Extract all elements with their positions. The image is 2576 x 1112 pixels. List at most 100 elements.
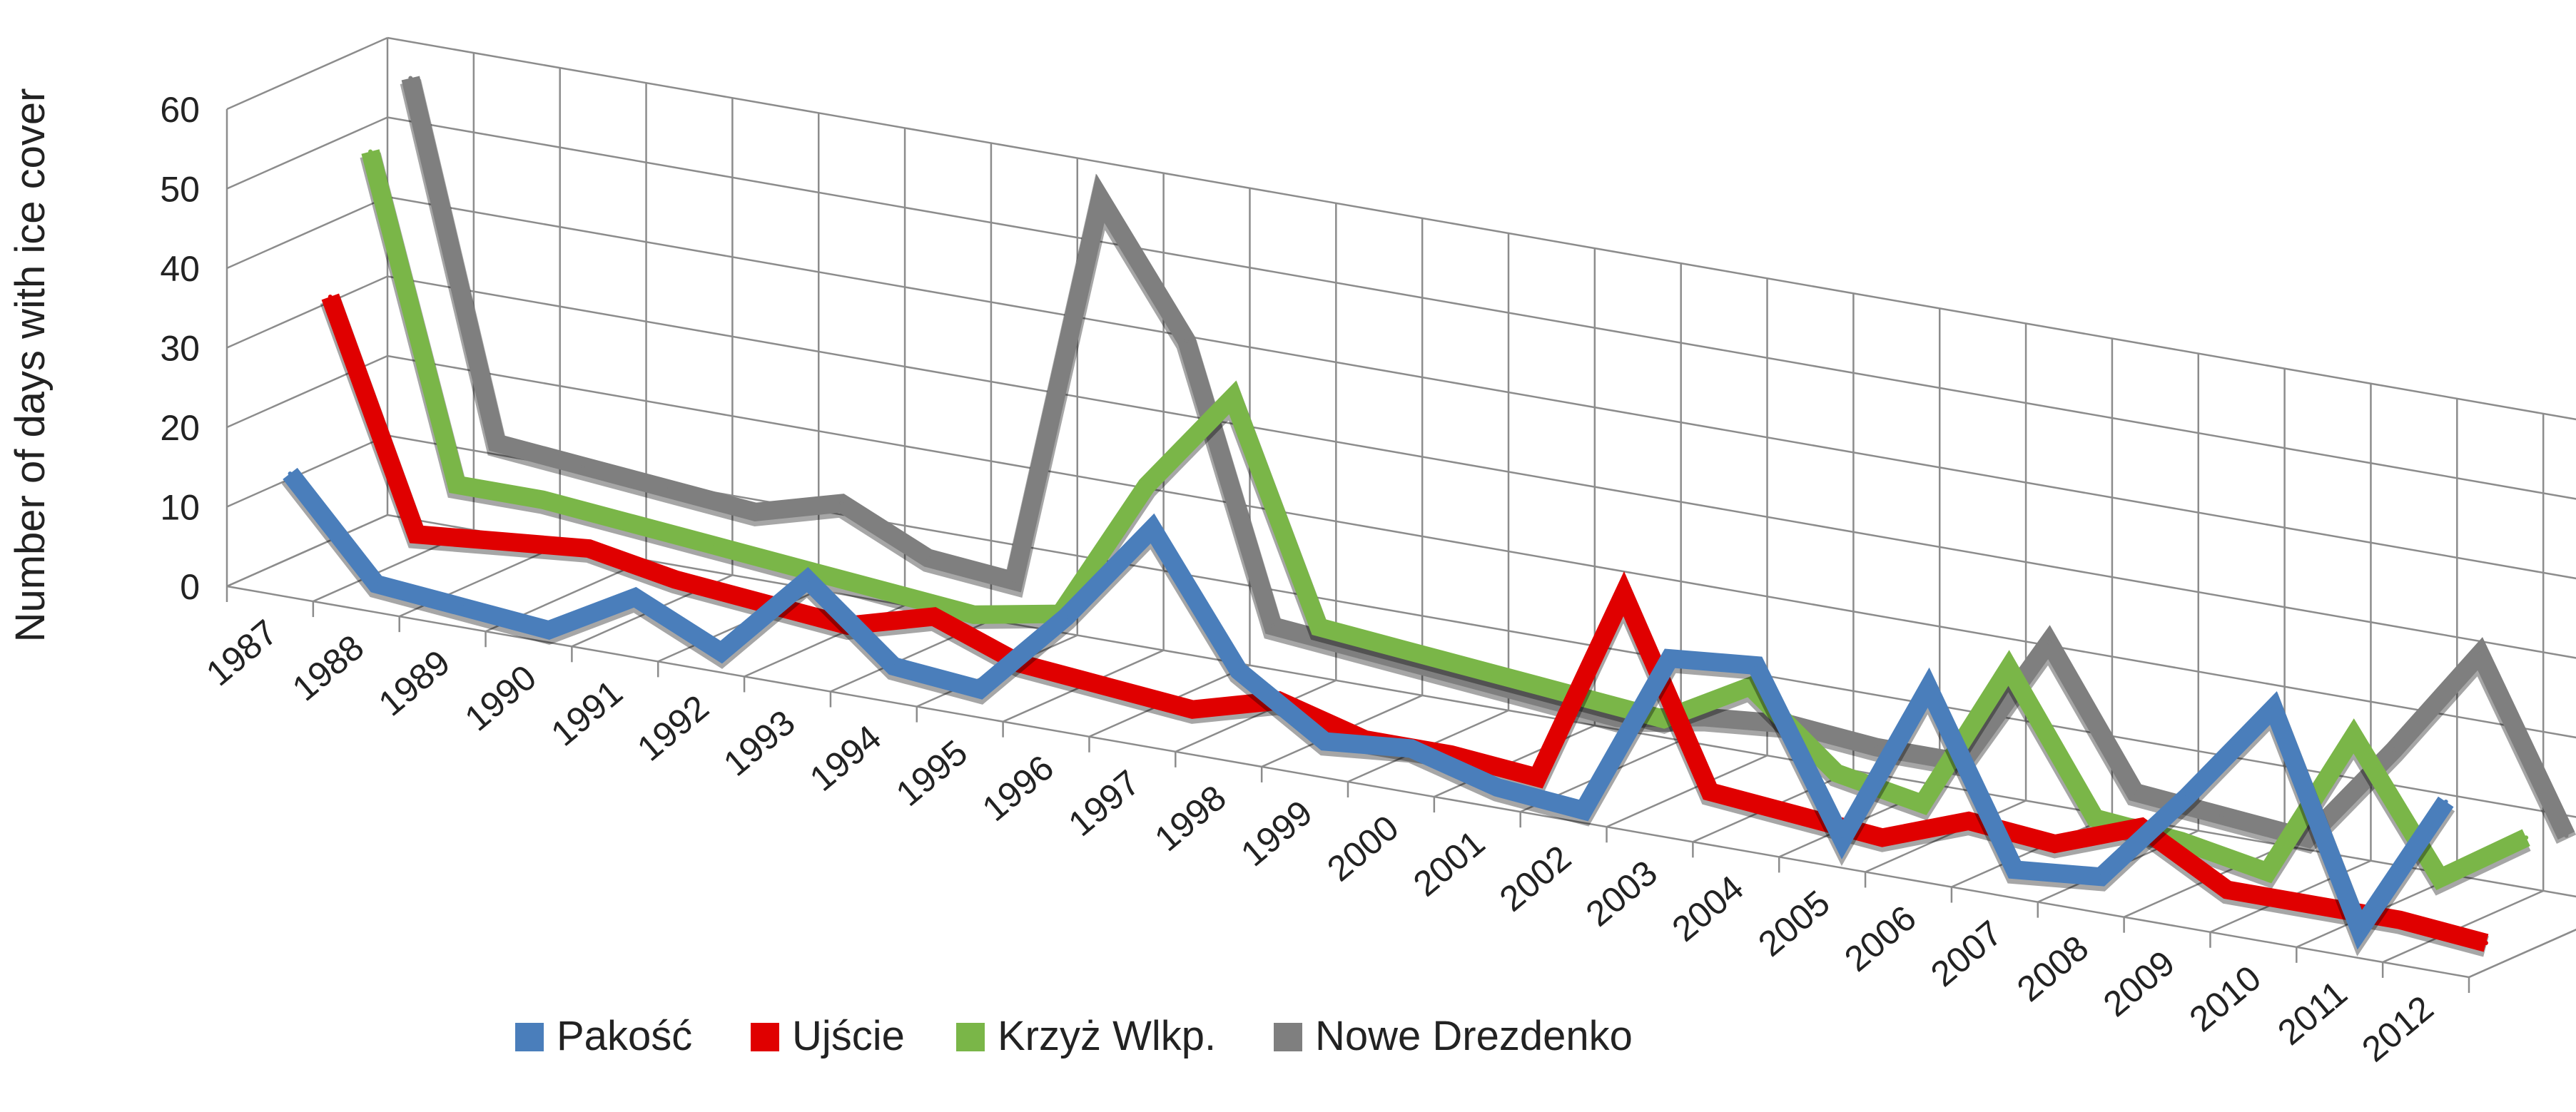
- data-point: [1753, 663, 1758, 668]
- grid-layer: [225, 36, 2576, 993]
- data-point: [1920, 802, 1925, 807]
- legend-swatch: [1274, 1023, 1302, 1051]
- y-axis-label: Number of days with ice cover: [7, 88, 54, 643]
- data-point: [1489, 670, 1494, 675]
- floor-gridline: [1865, 800, 2027, 873]
- x-tick-label: 2007: [1923, 913, 2009, 994]
- series-line: [401, 76, 2575, 849]
- data-point: [1104, 684, 1109, 689]
- data-point: [891, 664, 896, 669]
- y-tick-label: 60: [160, 90, 200, 130]
- y-tick-label: 20: [160, 408, 200, 448]
- data-point: [1317, 625, 1322, 630]
- floor-gridline: [1951, 815, 2113, 888]
- data-point: [1449, 752, 1454, 757]
- data-point: [1144, 483, 1149, 488]
- data-point: [1012, 578, 1017, 583]
- data-point: [2265, 869, 2270, 874]
- y-tick-label: 50: [160, 170, 200, 210]
- back-wall-gridline-h: [387, 275, 2576, 659]
- x-tick-label: 2000: [1319, 807, 1406, 889]
- x-tick-label: 2008: [2009, 928, 2096, 1009]
- data-point: [673, 577, 678, 582]
- x-tick-label: 1987: [198, 612, 285, 693]
- data-point: [1880, 835, 1885, 840]
- data-point: [2391, 748, 2396, 753]
- x-tick-label: 1989: [371, 642, 457, 723]
- data-point: [408, 76, 413, 81]
- x-tick-label: 2006: [1837, 898, 1923, 979]
- data-point: [1443, 670, 1448, 675]
- data-point: [805, 577, 810, 582]
- floor-gridline: [1606, 755, 1768, 828]
- data-point: [2271, 705, 2276, 710]
- data-point: [1701, 715, 1706, 720]
- data-point: [2398, 917, 2403, 922]
- legend-swatch: [751, 1023, 779, 1051]
- data-point: [2047, 640, 2052, 645]
- legend-swatch: [956, 1023, 985, 1051]
- series-line: [283, 467, 2454, 950]
- data-point: [1661, 717, 1666, 722]
- data-point: [2099, 874, 2104, 879]
- data-point: [495, 441, 500, 446]
- data-point: [1840, 837, 1845, 842]
- data-point: [1529, 693, 1534, 698]
- data-point: [2478, 651, 2483, 656]
- data-point: [1322, 739, 1327, 744]
- y-tick-label: 40: [160, 249, 200, 289]
- data-point: [1236, 668, 1241, 673]
- data-point: [713, 544, 718, 549]
- data-point: [460, 605, 465, 610]
- data-point: [2524, 835, 2529, 840]
- data-point: [1581, 808, 1586, 813]
- data-point: [931, 614, 936, 619]
- data-point: [374, 581, 379, 586]
- legend: Pakość Ujście Krzyż Wlkp. Nowe Drezdenko: [515, 1013, 1633, 1059]
- data-point: [759, 600, 764, 605]
- side-wall-gridline: [226, 434, 388, 508]
- x-tick-label: 1999: [1233, 792, 1319, 874]
- data-point: [368, 149, 373, 154]
- x-tick-label: 2010: [2182, 958, 2268, 1039]
- data-point: [2012, 867, 2017, 872]
- data-point: [1150, 526, 1155, 531]
- x-tick-label: 1997: [1061, 762, 1147, 844]
- data-point: [1748, 684, 1753, 689]
- data-point: [839, 501, 844, 506]
- data-point: [1184, 338, 1189, 343]
- side-wall-gridline: [226, 275, 388, 349]
- data-point: [1926, 685, 1931, 690]
- data-point: [1794, 812, 1799, 817]
- legend-swatch: [515, 1023, 544, 1051]
- data-point: [971, 612, 976, 617]
- floor-gridline: [2382, 889, 2544, 964]
- legend-label: Nowe Drezdenko: [1315, 1013, 1633, 1059]
- x-tick-label: 1988: [285, 627, 371, 708]
- data-point: [1621, 591, 1626, 596]
- legend-label: Krzyż Wlkp.: [998, 1013, 1216, 1059]
- floor-gridline: [1434, 724, 1596, 798]
- data-point: [2305, 836, 2310, 841]
- data-point: [1403, 648, 1408, 653]
- data-point: [454, 482, 459, 487]
- x-tick-label: 1990: [457, 657, 544, 738]
- data-point: [1535, 775, 1540, 780]
- x-tick-label: 2012: [2354, 988, 2440, 1069]
- x-tick-label: 1993: [716, 703, 802, 784]
- data-point: [2311, 902, 2316, 907]
- data-point: [1874, 745, 1879, 750]
- data-point: [978, 687, 983, 692]
- x-tick-label: 2011: [2270, 973, 2354, 1053]
- data-point: [2351, 733, 2356, 738]
- x-tick-label: 1991: [544, 672, 630, 753]
- data-point: [328, 294, 333, 299]
- data-point: [2179, 839, 2184, 844]
- legend-label: Pakość: [557, 1013, 692, 1059]
- back-wall-gridline-h: [387, 116, 2576, 500]
- data-point: [2438, 876, 2443, 881]
- x-tick-label: 2009: [2096, 943, 2182, 1024]
- x-tick-label: 2004: [1665, 867, 1751, 949]
